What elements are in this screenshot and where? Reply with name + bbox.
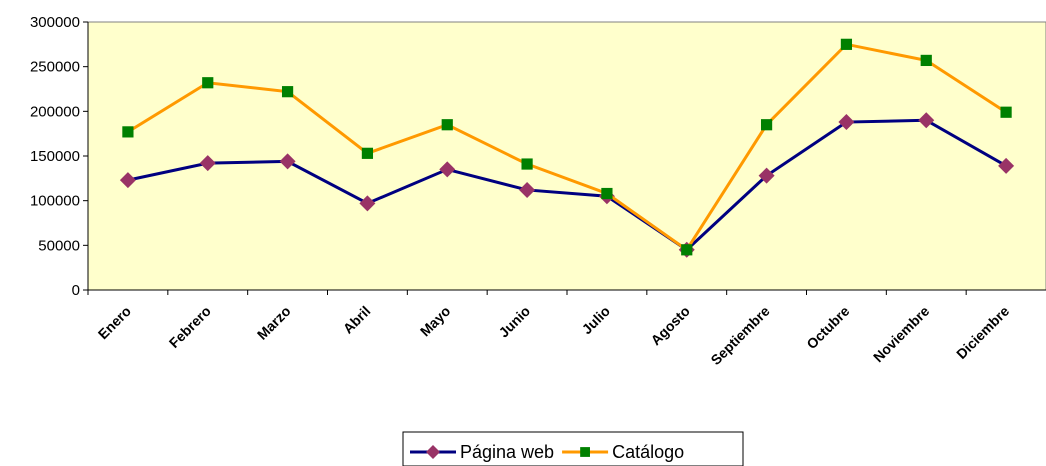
marker [122,126,134,138]
marker [681,244,693,256]
x-tick-label: Enero [95,303,134,342]
y-tick-label: 250000 [30,59,80,76]
y-tick-label: 300000 [30,14,80,31]
x-tick-label: Diciembre [953,303,1012,362]
marker [838,114,855,131]
marker [119,172,136,189]
x-tick-label: Abril [340,303,374,337]
legend-box [402,431,744,466]
x-tick-label: Octubre [803,303,852,352]
marker [920,54,932,67]
legend: Página web Catálogo [402,431,744,466]
marker [519,181,536,198]
y-tick-label: 100000 [30,193,80,210]
marker [601,187,613,200]
marker [760,119,773,131]
marker [840,38,853,50]
marker [998,157,1015,174]
marker [521,158,533,170]
marker [281,86,294,98]
x-tick-label: Noviembre [870,303,933,366]
marker [580,447,590,457]
plot-area [87,21,1046,291]
marker [199,155,216,172]
y-tick-label: 150000 [30,148,80,165]
marker [439,161,456,178]
x-tick-label: Julio [579,303,613,337]
x-tick-label: Mayo [417,303,454,340]
marker [279,153,296,170]
legend-label: Página web [460,442,554,462]
x-tick-label: Marzo [254,303,294,343]
y-tick-label: 50000 [38,237,80,254]
x-tick-label: Febrero [166,303,214,351]
series-line [127,42,1007,252]
x-tick-label: Septiembre [707,303,772,368]
marker [426,445,440,459]
x-tick-label: Junio [495,303,533,341]
y-tick-label: 0 [72,282,80,299]
marker [441,119,453,131]
marker [1000,106,1012,118]
series-line [127,118,1007,252]
marker [202,77,214,89]
marker [918,112,935,129]
marker [361,147,374,159]
marker [758,167,775,184]
marker [359,195,376,212]
x-tick-label: Agosto [647,303,692,348]
y-tick-label: 200000 [30,103,80,120]
legend-label: Catálogo [612,442,684,462]
